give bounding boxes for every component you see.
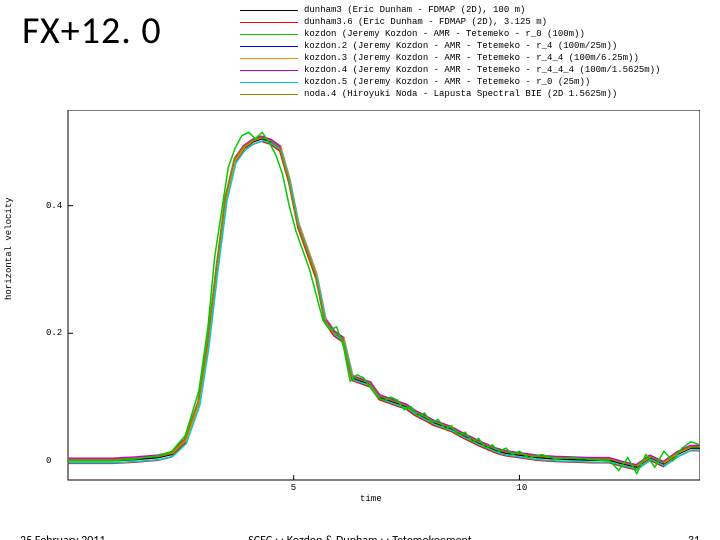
chart-legend: dunham3 (Eric Dunham - FDMAP (2D), 100 m… (240, 4, 660, 100)
legend-swatch (240, 46, 298, 47)
legend-item: kozdon.4 (Jeremy Kozdon - AMR - Tetemeko… (240, 64, 660, 76)
legend-label: kozdon.2 (Jeremy Kozdon - AMR - Tetemeko… (304, 40, 617, 52)
legend-swatch (240, 58, 298, 59)
legend-swatch (240, 70, 298, 71)
legend-item: kozdon (Jeremy Kozdon - AMR - Tetemeko -… (240, 28, 660, 40)
legend-label: kozdon.5 (Jeremy Kozdon - AMR - Tetemeko… (304, 76, 590, 88)
y-tick-label: 0.4 (46, 201, 62, 211)
slide-title: FX+12. 0 (22, 8, 162, 54)
footer-source: SCEC : : Kozdon & Dunham : : Tetemokoeme… (0, 534, 720, 540)
legend-label: dunham3.6 (Eric Dunham - FDMAP (2D), 3.1… (304, 16, 547, 28)
footer-page: 31 (688, 534, 700, 540)
legend-item: noda.4 (Hiroyuki Noda - Lapusta Spectral… (240, 88, 660, 100)
legend-swatch (240, 34, 298, 35)
legend-swatch (240, 22, 298, 23)
legend-swatch (240, 10, 298, 11)
y-axis-label: horizontal velocity (4, 197, 14, 300)
legend-label: dunham3 (Eric Dunham - FDMAP (2D), 100 m… (304, 4, 525, 16)
legend-item: kozdon.5 (Jeremy Kozdon - AMR - Tetemeko… (240, 76, 660, 88)
y-tick-label: 0.2 (46, 328, 62, 338)
x-axis-label: time (360, 494, 382, 504)
chart-area (28, 110, 700, 490)
legend-swatch (240, 82, 298, 83)
legend-label: kozdon.3 (Jeremy Kozdon - AMR - Tetemeko… (304, 52, 639, 64)
line-chart (28, 110, 700, 490)
x-tick-label: 5 (291, 483, 296, 493)
legend-label: kozdon (Jeremy Kozdon - AMR - Tetemeko -… (304, 28, 585, 40)
legend-label: noda.4 (Hiroyuki Noda - Lapusta Spectral… (304, 88, 617, 100)
legend-label: kozdon.4 (Jeremy Kozdon - AMR - Tetemeko… (304, 64, 660, 76)
legend-item: dunham3.6 (Eric Dunham - FDMAP (2D), 3.1… (240, 16, 660, 28)
legend-item: kozdon.3 (Jeremy Kozdon - AMR - Tetemeko… (240, 52, 660, 64)
x-tick-label: 10 (516, 483, 527, 493)
legend-swatch (240, 94, 298, 95)
legend-item: dunham3 (Eric Dunham - FDMAP (2D), 100 m… (240, 4, 660, 16)
legend-item: kozdon.2 (Jeremy Kozdon - AMR - Tetemeko… (240, 40, 660, 52)
y-tick-label: 0 (46, 456, 51, 466)
